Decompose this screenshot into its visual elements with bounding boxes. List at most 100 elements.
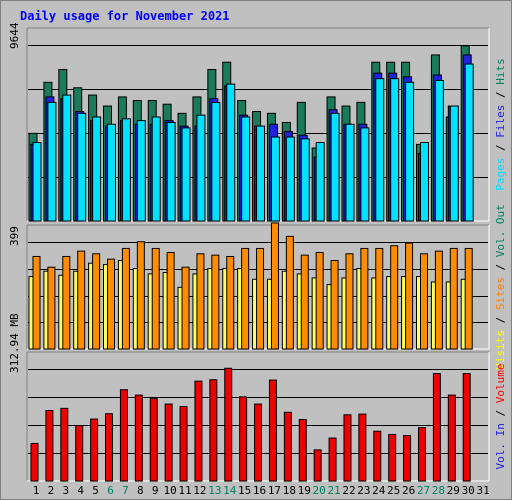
volume-bar [358, 413, 367, 482]
pages-bar [166, 121, 176, 222]
volume-bar [75, 425, 84, 482]
pages-bar [62, 94, 72, 222]
bottom-panel-max-label: 312.94 MB [8, 313, 21, 373]
sites-bar [196, 253, 205, 350]
x-tick-label: 29 [447, 484, 460, 497]
pages-bar [121, 118, 131, 222]
volume-bar [179, 406, 188, 482]
volume-bar [388, 433, 397, 482]
x-tick-label: 14 [223, 484, 237, 497]
sites-bar [405, 242, 414, 350]
pages-bar [92, 116, 102, 222]
pages-bar [77, 112, 87, 222]
x-tick-label: 13 [208, 484, 221, 497]
x-tick-label: 21 [327, 484, 340, 497]
volume-bar [105, 413, 114, 482]
legend-entry: / [494, 85, 507, 105]
volume-bar [432, 373, 441, 482]
sites-bar [330, 260, 339, 350]
pages-bar [449, 105, 459, 222]
pages-bar [390, 78, 400, 222]
legend-entry: Hits [494, 58, 507, 85]
sites-bar [47, 266, 56, 350]
sites-bar [62, 255, 71, 350]
sites-bar [107, 258, 116, 350]
pages-bar [211, 101, 221, 222]
pages-bar [241, 116, 251, 222]
x-tick-label: 6 [107, 484, 114, 497]
x-tick-label: 4 [77, 484, 84, 497]
volume-bar [209, 379, 218, 482]
x-tick-label: 17 [268, 484, 281, 497]
x-tick-label: 26 [402, 484, 415, 497]
legend-entry: Volume [494, 364, 507, 404]
pages-bar [315, 142, 325, 222]
mid-panel-legend: Visits / Sites / Vol. Out [494, 204, 507, 370]
sites-bar [226, 255, 235, 350]
pages-bar [345, 123, 355, 222]
volume-bar [283, 411, 292, 482]
x-tick-label: 16 [253, 484, 266, 497]
volume-bar [373, 430, 382, 482]
sites-bar [121, 247, 130, 350]
pages-bar [136, 120, 146, 222]
x-tick-label: 12 [193, 484, 206, 497]
sites-bar [77, 250, 86, 350]
sites-bar [32, 255, 41, 350]
top-panel-legend: Pages / Files / Hits [494, 58, 507, 191]
bottom-panel-legend: Vol. In / Volume [494, 364, 507, 470]
legend-entry: / [494, 310, 507, 330]
x-tick-label: 23 [357, 484, 370, 497]
volume-bar [149, 398, 158, 482]
x-tick-label: 31 [476, 484, 489, 497]
x-tick-label: 8 [137, 484, 144, 497]
pages-bar [226, 83, 236, 222]
volume-bar [254, 403, 263, 482]
volume-bar [30, 442, 39, 482]
x-tick-label: 2 [48, 484, 55, 497]
x-tick-label: 25 [387, 484, 400, 497]
legend-entry: Pages [494, 158, 507, 191]
pages-bar [47, 101, 57, 222]
sites-bar [285, 235, 294, 350]
volume-bar [194, 380, 203, 482]
volume-bar [239, 396, 248, 482]
pages-bar [196, 114, 206, 222]
x-tick-label: 11 [178, 484, 191, 497]
sites-bar [375, 247, 384, 350]
x-tick-label: 30 [462, 484, 475, 497]
legend-entry: Vol. In [494, 423, 507, 469]
volume-bar [45, 409, 54, 482]
pages-bar [405, 81, 415, 222]
chart-title: Daily usage for November 2021 [20, 9, 230, 23]
volume-bar [134, 394, 143, 482]
mid-panel-max-label: 399 [8, 226, 21, 246]
pages-bar [181, 127, 191, 222]
pages-bar [375, 78, 385, 222]
volume-bar [462, 373, 471, 482]
x-tick-label: 24 [372, 484, 386, 497]
volume-bar [343, 414, 352, 482]
legend-entry: Visits [494, 330, 507, 370]
sites-bar [92, 253, 101, 350]
x-tick-label: 19 [298, 484, 311, 497]
x-tick-label: 10 [164, 484, 177, 497]
x-tick-label: 3 [62, 484, 69, 497]
sites-bar [181, 266, 190, 350]
pages-bar [360, 127, 370, 222]
volume-bar [268, 379, 277, 482]
volume-bar [119, 389, 128, 482]
x-tick-label: 22 [342, 484, 355, 497]
legend-entry: Files [494, 105, 507, 138]
pages-bar [419, 142, 429, 222]
x-tick-label: 20 [313, 484, 326, 497]
legend-entry: Sites [494, 277, 507, 310]
pages-bar [330, 112, 340, 222]
legend-entry: / [494, 403, 507, 423]
pages-bar [107, 123, 117, 222]
sites-bar [241, 247, 250, 350]
sites-bar [360, 247, 369, 350]
volume-bar [313, 449, 322, 482]
